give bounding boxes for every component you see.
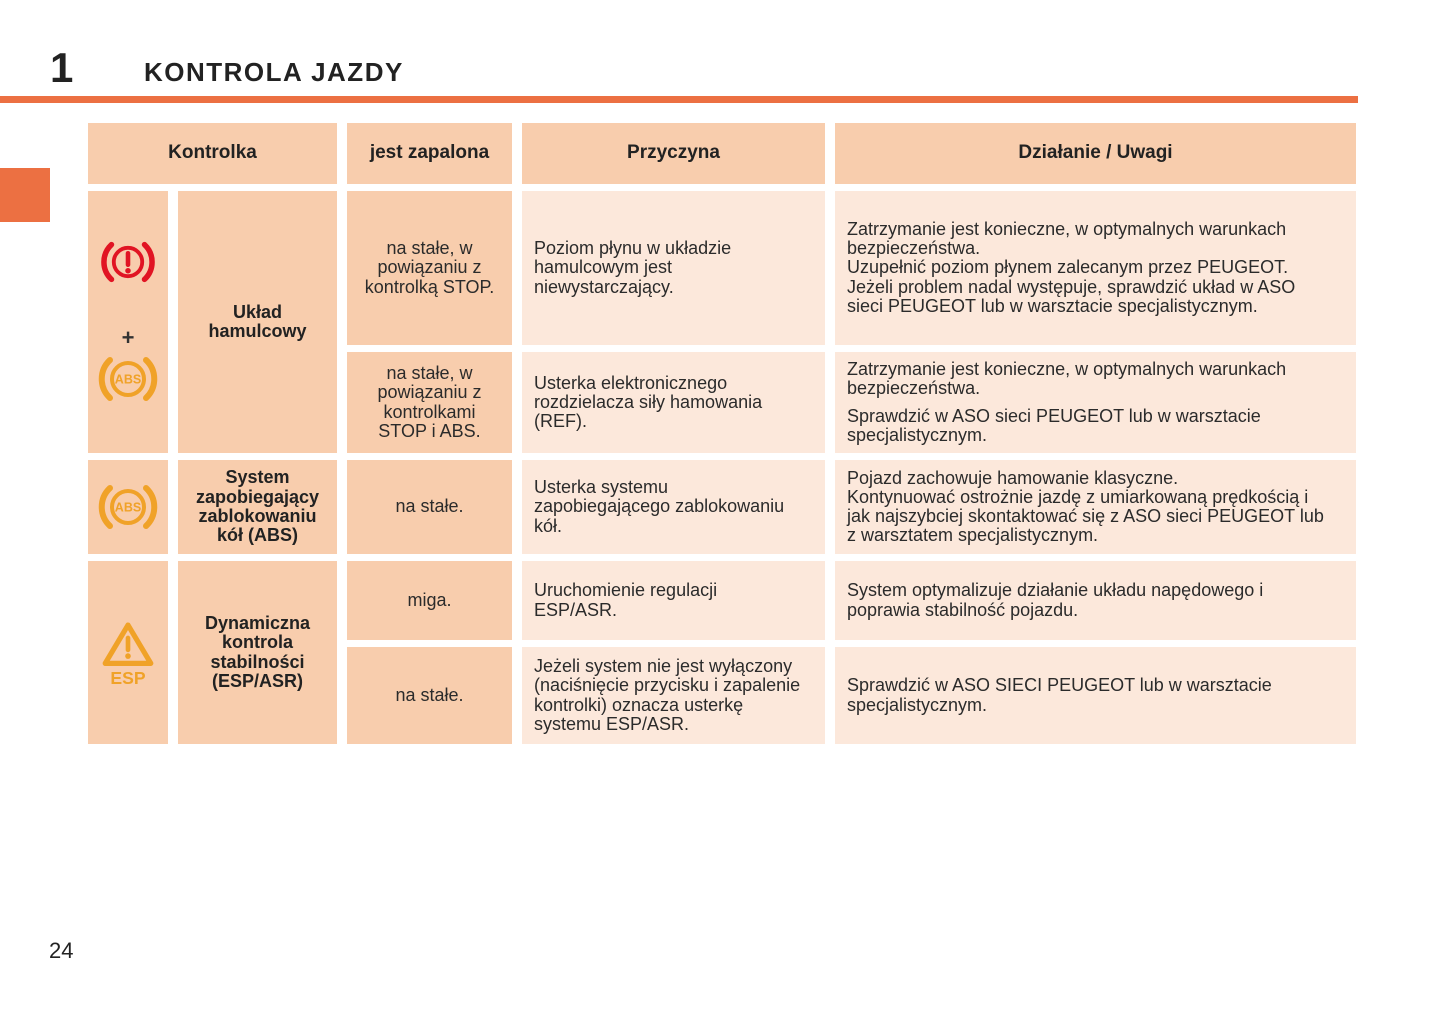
state-text: na stałe. (395, 496, 464, 517)
brake-row1-action: Zatrzymanie jest konieczne, w optymalnyc… (835, 191, 1356, 345)
action-text: Zatrzymanie jest konieczne, w optymalnyc… (847, 359, 1287, 399)
header-jest-zapalona-label: jest zapalona (369, 142, 490, 164)
cause-text: Poziom płynu w układzie hamulcowym jest … (534, 238, 732, 297)
brake-row2-state: na stałe, w powiązaniu z kontrolkami STO… (347, 352, 512, 453)
abs-icon-label: ABS (115, 501, 141, 515)
header-dzialanie-label: Działanie / Uwagi (1018, 142, 1173, 164)
esp-group-icon-cell: ESP (88, 561, 168, 744)
chapter-side-tab (0, 168, 50, 222)
abs-row-cause: Usterka systemu zapobiegającego zablokow… (522, 460, 825, 554)
abs-icon: ABS (98, 485, 158, 529)
abs-row-action: Pojazd zachowuje hamowanie klasyczne. Ko… (835, 460, 1356, 554)
header-przyczyna-label: Przyczyna (627, 142, 720, 164)
action-text: Pojazd zachowuje hamowanie klasyczne. (847, 467, 1179, 488)
esp-warning-icon: ESP (102, 621, 154, 687)
esp-group-name-label: Dynamiczna kontrola stabilności (ESP/ASR… (204, 612, 311, 691)
action-text: System optymalizuje działanie układu nap… (847, 580, 1264, 620)
brake-row2-action: Zatrzymanie jest konieczne, w optymalnyc… (835, 352, 1356, 453)
esp-row2-cause: Jeżeli system nie jest wyłączony (naciśn… (522, 647, 825, 744)
cause-text: Jeżeli system nie jest wyłączony (naciśn… (534, 656, 801, 734)
brake-group-name-label: Układ hamulcowy (208, 301, 307, 341)
action-text: Sprawdzić w ASO SIECI PEUGEOT lub w wars… (847, 675, 1272, 715)
esp-icon-label: ESP (110, 668, 145, 687)
action-text: Jeżeli problem nadal występuje, sprawdzi… (847, 276, 1296, 316)
header-kontrolka-label: Kontrolka (168, 142, 257, 164)
header-dzialanie: Działanie / Uwagi (835, 123, 1356, 184)
abs-group-name-label: System zapobiegający zablokowaniu kół (A… (195, 467, 320, 546)
abs-row-state: na stałe. (347, 460, 512, 554)
brake-group-name: Układ hamulcowy (178, 191, 337, 453)
abs-icon-label: ABS (115, 372, 141, 386)
abs-group-name: System zapobiegający zablokowaniu kół (A… (178, 460, 337, 554)
esp-row2-state: na stałe. (347, 647, 512, 744)
state-text: na stałe, w powiązaniu z kontrolką STOP. (364, 237, 495, 297)
action-text: Sprawdzić w ASO sieci PEUGEOT lub w wars… (847, 405, 1261, 445)
action-text: Kontynuować ostrożnie jazdę z umiarkowan… (847, 486, 1324, 546)
esp-row1-state: miga. (347, 561, 512, 640)
page-number: 24 (49, 938, 74, 963)
state-text: na stałe, w powiązaniu z kontrolkami STO… (377, 362, 482, 441)
warning-lights-table: Kontrolka jest zapalona Przyczyna Działa… (88, 123, 1356, 744)
esp-group-name: Dynamiczna kontrola stabilności (ESP/ASR… (178, 561, 337, 744)
header-przyczyna: Przyczyna (522, 123, 825, 184)
abs-group-icon-cell: ABS (88, 460, 168, 554)
brake-row1-cause: Poziom płynu w układzie hamulcowym jest … (522, 191, 825, 345)
page-title: KONTROLA JAZDY (144, 57, 404, 87)
cause-text: Usterka elektronicznego rozdzielacza sił… (534, 372, 763, 432)
state-text: miga. (407, 589, 452, 610)
title-rule (0, 96, 1358, 103)
action-text: Zatrzymanie jest konieczne, w optymalnyc… (847, 219, 1287, 259)
abs-icon: ABS (98, 356, 158, 401)
brake-row1-state: na stałe, w powiązaniu z kontrolką STOP. (347, 191, 512, 345)
header-kontrolka: Kontrolka (88, 123, 337, 184)
action-text: Uzupełnić poziom płynem zalecanym przez … (847, 257, 1289, 278)
brake-row2-cause: Usterka elektronicznego rozdzielacza sił… (522, 352, 825, 453)
cause-text: Uruchomienie regulacji ESP/ASR. (534, 580, 718, 620)
esp-row2-action: Sprawdzić w ASO SIECI PEUGEOT lub w wars… (835, 647, 1356, 744)
header-jest-zapalona: jest zapalona (347, 123, 512, 184)
esp-row1-cause: Uruchomienie regulacji ESP/ASR. (522, 561, 825, 640)
chapter-number: 1 (50, 44, 74, 91)
state-text: na stałe. (395, 684, 464, 705)
esp-row1-action: System optymalizuje działanie układu nap… (835, 561, 1356, 640)
brake-warning-icon (101, 241, 155, 283)
brake-group-icon-cell: + ABS (88, 191, 168, 453)
plus-separator: + (121, 325, 135, 351)
cause-text: Usterka systemu zapobiegającego zablokow… (534, 477, 785, 536)
